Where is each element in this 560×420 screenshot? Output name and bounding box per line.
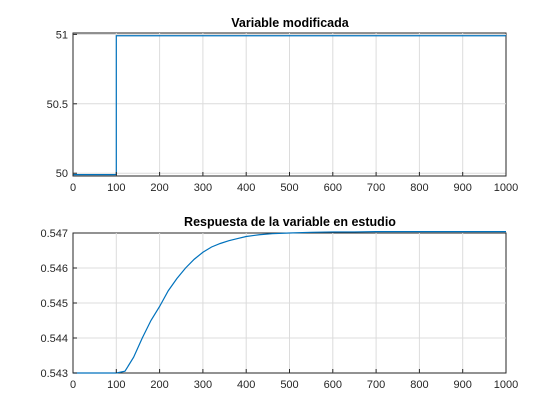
bottom-plot-ytick-label: 0.546 bbox=[40, 263, 68, 275]
top-plot-ytick-label: 50.5 bbox=[47, 99, 68, 111]
bottom-plot-xtick-label: 500 bbox=[280, 379, 298, 391]
top-plot-xtick-label: 400 bbox=[237, 182, 255, 194]
bottom-plot-series-line bbox=[73, 231, 506, 374]
top-plot-xtick-label: 700 bbox=[367, 182, 385, 194]
bottom-plot-ytick-label: 0.543 bbox=[40, 368, 68, 380]
top-plot-ytick-label: 51 bbox=[56, 29, 68, 41]
top-plot-title: Variable modificada bbox=[231, 16, 349, 30]
top-plot-series-line bbox=[73, 35, 506, 176]
top-plot-xtick-label: 900 bbox=[454, 182, 472, 194]
bottom-plot-ytick-label: 0.545 bbox=[40, 298, 68, 310]
top-plot-xtick-label: 1000 bbox=[494, 182, 518, 194]
top-plot-xtick-label: 600 bbox=[324, 182, 342, 194]
top-plot-ytick-label: 50 bbox=[56, 168, 68, 180]
bottom-plot: 0 100 200 300 400 500 600 700 800 900 1000 0.543 0.5… bbox=[40, 215, 518, 391]
bottom-plot-xtick-label: 1000 bbox=[494, 379, 518, 391]
bottom-plot-xtick-label: 700 bbox=[367, 379, 385, 391]
bottom-plot-xtick-label: 400 bbox=[237, 379, 255, 391]
top-plot-xtick-label: 200 bbox=[150, 182, 168, 194]
bottom-plot-xtick-label: 200 bbox=[150, 379, 168, 391]
bottom-plot-xtick-label: 900 bbox=[454, 379, 472, 391]
bottom-plot-title: Respuesta de la variable en estudio bbox=[184, 215, 396, 229]
bottom-plot-xtick-label: 800 bbox=[410, 379, 428, 391]
bottom-plot-xtick-label: 0 bbox=[70, 379, 76, 391]
top-plot-xtick-label: 100 bbox=[107, 182, 125, 194]
bottom-plot-xtick-label: 600 bbox=[324, 379, 342, 391]
bottom-plot-ytick-label: 0.547 bbox=[40, 228, 68, 240]
top-plot-xtick-label: 500 bbox=[280, 182, 298, 194]
bottom-plot-xtick-label: 100 bbox=[107, 379, 125, 391]
top-plot-xtick-label: 800 bbox=[410, 182, 428, 194]
top-plot-xtick-label: 0 bbox=[70, 182, 76, 194]
bottom-plot-xtick-label: 300 bbox=[194, 379, 212, 391]
top-plot-xtick-label: 300 bbox=[194, 182, 212, 194]
bottom-plot-ytick-label: 0.544 bbox=[40, 333, 68, 345]
top-plot: 0 100 200 300 400 500 600 700 800 900 1000 50 50.5 51… bbox=[47, 16, 519, 194]
